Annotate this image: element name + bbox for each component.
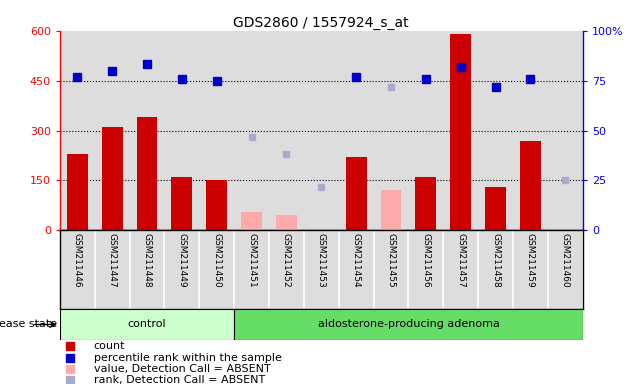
Title: GDS2860 / 1557924_s_at: GDS2860 / 1557924_s_at bbox=[234, 16, 409, 30]
Bar bbox=[60, 309, 234, 340]
Text: GSM211451: GSM211451 bbox=[247, 233, 256, 288]
Text: GSM211455: GSM211455 bbox=[387, 233, 396, 288]
Bar bbox=[206, 180, 227, 230]
Bar bbox=[450, 34, 471, 230]
Bar bbox=[346, 157, 367, 230]
Text: value, Detection Call = ABSENT: value, Detection Call = ABSENT bbox=[94, 364, 271, 374]
Bar bbox=[415, 177, 437, 230]
Text: GSM211450: GSM211450 bbox=[212, 233, 221, 288]
Text: aldosterone-producing adenoma: aldosterone-producing adenoma bbox=[318, 319, 500, 329]
Bar bbox=[137, 117, 158, 230]
Text: control: control bbox=[128, 319, 166, 329]
Bar bbox=[276, 215, 297, 230]
Text: count: count bbox=[94, 341, 125, 351]
Bar bbox=[101, 127, 123, 230]
Bar bbox=[520, 141, 541, 230]
Bar bbox=[171, 177, 192, 230]
Text: GSM211453: GSM211453 bbox=[317, 233, 326, 288]
Bar bbox=[234, 309, 583, 340]
Bar bbox=[381, 190, 401, 230]
Text: GSM211459: GSM211459 bbox=[526, 233, 535, 288]
Bar bbox=[67, 154, 88, 230]
Text: GSM211456: GSM211456 bbox=[421, 233, 430, 288]
Text: GSM211446: GSM211446 bbox=[73, 233, 82, 287]
Text: percentile rank within the sample: percentile rank within the sample bbox=[94, 353, 282, 362]
Text: rank, Detection Call = ABSENT: rank, Detection Call = ABSENT bbox=[94, 374, 265, 384]
Text: GSM211449: GSM211449 bbox=[178, 233, 186, 287]
Bar bbox=[485, 187, 506, 230]
Text: GSM211457: GSM211457 bbox=[456, 233, 465, 288]
Text: disease state: disease state bbox=[0, 319, 57, 329]
Text: GSM211452: GSM211452 bbox=[282, 233, 291, 287]
Text: GSM211447: GSM211447 bbox=[108, 233, 117, 287]
Text: GSM211458: GSM211458 bbox=[491, 233, 500, 288]
Bar bbox=[241, 212, 262, 230]
Text: GSM211448: GSM211448 bbox=[142, 233, 151, 287]
Text: GSM211454: GSM211454 bbox=[352, 233, 360, 287]
Text: GSM211460: GSM211460 bbox=[561, 233, 570, 288]
